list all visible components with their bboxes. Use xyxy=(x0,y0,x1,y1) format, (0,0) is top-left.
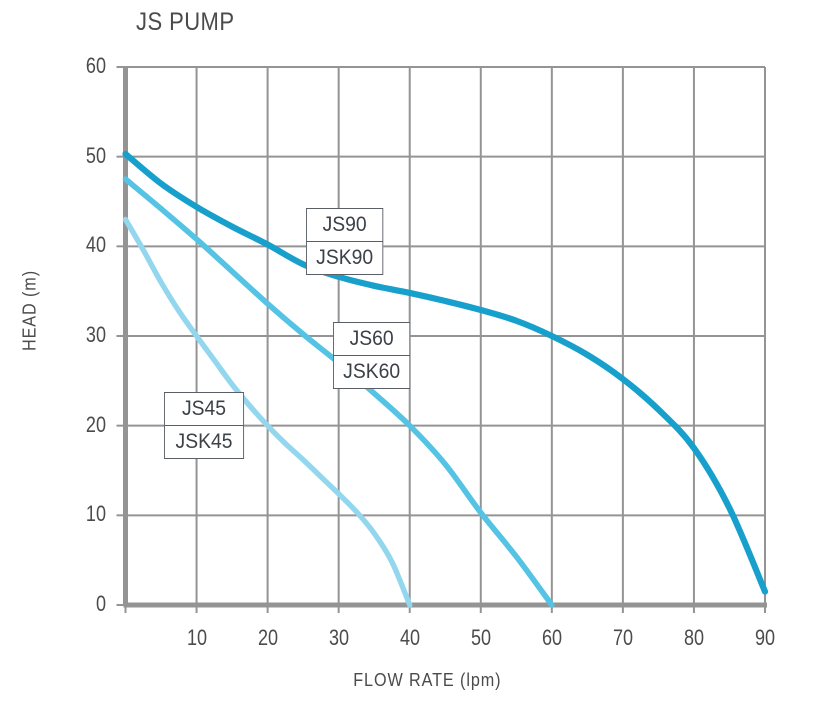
y-tick-label: 0 xyxy=(95,591,106,616)
series-callout: JS90 JSK90 xyxy=(306,208,390,275)
page-title: JS PUMP xyxy=(136,8,235,36)
x-tick-label: 10 xyxy=(186,625,207,650)
series-label-js60: JS60 xyxy=(333,322,411,356)
y-tick-label: 10 xyxy=(85,501,106,527)
series-label-jsk45: JSK45 xyxy=(164,424,245,459)
series-label-js45: JS45 xyxy=(164,392,245,426)
series-label-jsk60: JSK60 xyxy=(333,354,411,389)
series-callout: JS60 JSK60 xyxy=(333,322,417,389)
y-tick-label: 60 xyxy=(85,53,106,78)
y-axis-title: HEAD (m) xyxy=(19,270,40,351)
series-callout: JS45 JSK45 xyxy=(164,392,251,459)
x-axis-title: FLOW RATE (lpm) xyxy=(353,670,502,690)
axis-ticks xyxy=(116,66,766,613)
y-tick-label: 50 xyxy=(85,142,106,168)
x-tick-label: 60 xyxy=(541,625,562,650)
y-tick-label: 20 xyxy=(85,411,106,437)
x-tick-label: 70 xyxy=(612,625,633,650)
gridlines xyxy=(125,66,766,605)
x-tick-label: 80 xyxy=(683,625,704,650)
series-label-js90: JS90 xyxy=(306,208,384,242)
y-tick-label: 40 xyxy=(85,232,106,258)
x-tick-label: 20 xyxy=(257,625,278,650)
y-tick-label: 30 xyxy=(85,322,106,347)
series-curves xyxy=(122,150,769,608)
series-label-jsk90: JSK90 xyxy=(306,240,384,275)
x-tick-label: 30 xyxy=(328,625,349,650)
x-tick-label: 90 xyxy=(754,625,776,650)
x-tick-label: 50 xyxy=(470,625,491,650)
x-tick-label: 40 xyxy=(399,625,420,650)
